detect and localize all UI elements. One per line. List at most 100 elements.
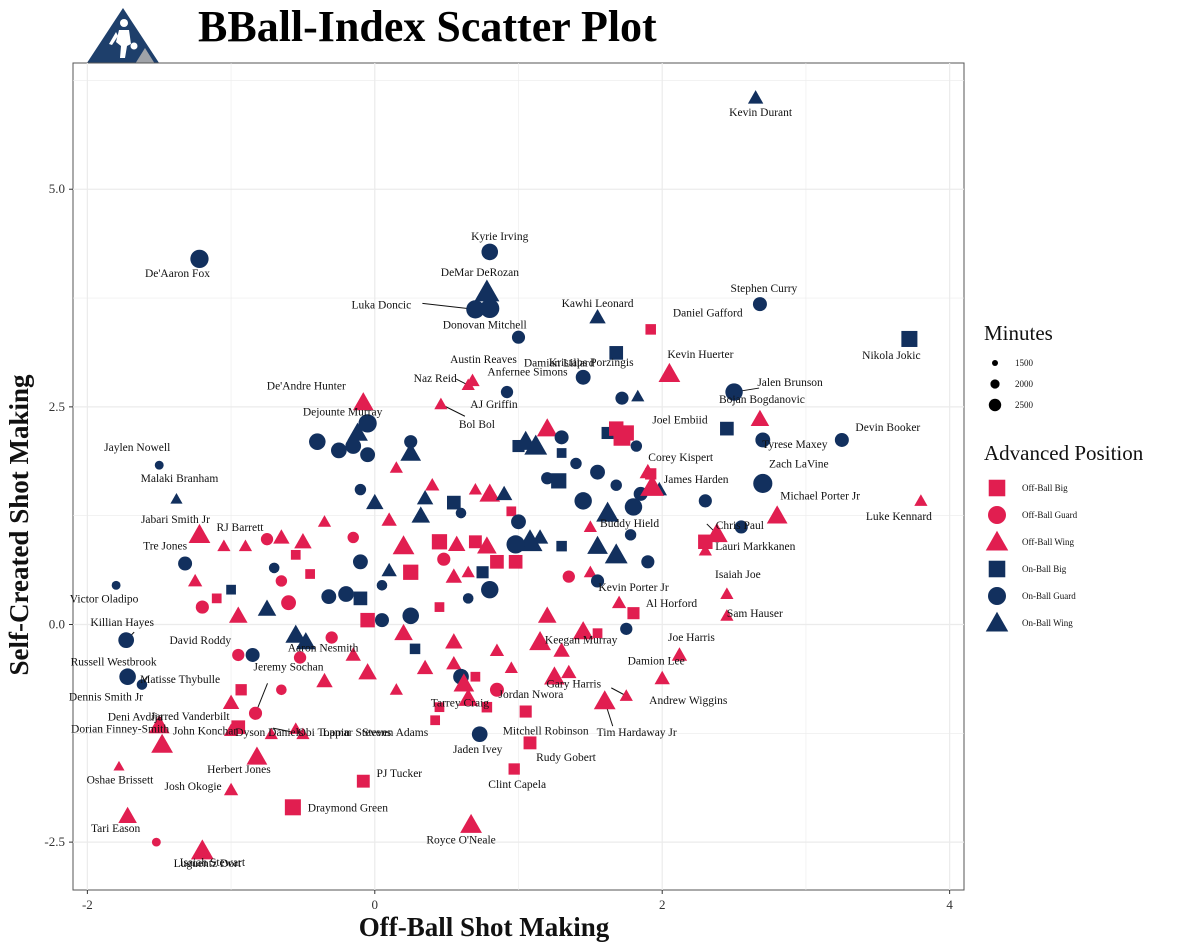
- data-point: [402, 607, 420, 625]
- chart-title: BBall-Index Scatter Plot: [198, 2, 657, 51]
- legend: Minutes Advanced Position 1500 2000 2500 Of…: [984, 321, 1144, 632]
- point-label: Obi Toppin: [298, 727, 351, 739]
- data-point: [671, 647, 688, 661]
- data-point: [118, 632, 135, 649]
- data-point: [720, 609, 734, 621]
- axis-ticks: -2 0 2 4 -2.5 0.0 2.5 5.0: [44, 181, 953, 912]
- data-point: [556, 540, 567, 552]
- data-point: [720, 421, 734, 436]
- data-point: [554, 430, 569, 445]
- data-point: [248, 706, 263, 720]
- point-label: Lamar Stevens: [323, 727, 392, 739]
- y-tick-label: 2.5: [49, 399, 65, 414]
- point-label: John Konchar: [173, 726, 237, 738]
- point-label: Tarrey Craig: [431, 698, 490, 710]
- data-point: [434, 602, 445, 612]
- data-point: [148, 715, 170, 734]
- data-point: [640, 474, 665, 496]
- point-label: Zach LaVine: [769, 458, 829, 470]
- data-point: [551, 473, 567, 489]
- data-point: [232, 648, 245, 662]
- data-point: [170, 493, 183, 504]
- data-point: [519, 705, 532, 718]
- data-point: [481, 243, 499, 261]
- point-label: Luke Kennard: [866, 511, 932, 523]
- point-label: Steven Adams: [362, 727, 429, 739]
- data-point: [631, 389, 645, 402]
- point-label: Daniel Gafford: [673, 307, 743, 319]
- data-point: [325, 631, 338, 644]
- data-point: [376, 580, 388, 591]
- data-point: [223, 782, 239, 796]
- legend-position-marker: [985, 530, 1009, 551]
- data-point: [437, 552, 451, 566]
- data-point: [523, 736, 537, 750]
- data-point: [462, 593, 474, 604]
- data-point: [217, 539, 231, 552]
- data-point: [624, 529, 637, 541]
- data-point: [481, 701, 493, 713]
- data-point: [480, 298, 500, 319]
- data-point: [416, 490, 434, 505]
- legend-position-label: On-Ball Guard: [1022, 591, 1076, 601]
- data-point: [465, 373, 480, 387]
- point-label: Josh Okogie: [164, 781, 221, 793]
- point-label: Jarred Vanderbilt: [151, 711, 230, 723]
- legend-size-marker: [992, 360, 998, 366]
- data-point: [345, 438, 362, 454]
- data-point: [151, 733, 173, 753]
- point-label: Donovan Mitchell: [443, 319, 527, 331]
- legend-size-label: 1500: [1015, 358, 1034, 368]
- data-point: [235, 684, 247, 696]
- point-label: Luguentz Dort: [174, 858, 242, 870]
- data-point: [470, 671, 481, 682]
- point-label: PJ Tucker: [376, 768, 422, 780]
- data-point: [613, 428, 631, 446]
- data-point: [561, 664, 577, 679]
- data-point: [593, 690, 616, 710]
- data-point: [268, 562, 280, 574]
- point-label: Nikola Jokic: [862, 350, 920, 362]
- data-point: [604, 543, 628, 564]
- data-point: [641, 555, 655, 569]
- point-label: DeMar DeRozan: [441, 267, 519, 279]
- legend-position-marker: [988, 506, 1006, 524]
- data-point: [541, 472, 554, 485]
- data-point: [609, 346, 624, 360]
- point-label: Bol Bol: [459, 419, 495, 431]
- point-label: Austin Reaves: [450, 354, 517, 366]
- data-point: [345, 647, 361, 661]
- point-label: Devin Booker: [855, 422, 920, 434]
- data-point: [658, 362, 681, 382]
- point-label: Dorian Finney-Smith: [71, 724, 169, 736]
- data-point: [281, 595, 296, 611]
- data-point: [358, 663, 377, 680]
- point-label: Dennis Smith Jr: [69, 692, 143, 704]
- data-point: [747, 90, 764, 104]
- data-point: [178, 556, 193, 571]
- data-point: [321, 589, 337, 605]
- point-label: Kristaps Porzingis: [549, 357, 634, 369]
- grid-lines: [73, 63, 964, 890]
- data-point: [352, 392, 374, 411]
- data-point: [620, 622, 633, 635]
- data-point: [434, 397, 448, 410]
- point-label: Herbert Jones: [207, 764, 271, 776]
- data-point: [431, 534, 448, 550]
- data-point: [725, 383, 743, 401]
- data-point: [260, 533, 274, 546]
- point-label: Lauri Markkanen: [715, 541, 795, 553]
- data-point: [752, 297, 767, 312]
- data-point: [630, 440, 643, 452]
- data-point: [645, 468, 657, 480]
- point-label: Isaiah Stewart: [180, 857, 246, 869]
- data-point: [615, 391, 629, 405]
- point-label: Bojan Bogdanovic: [719, 394, 805, 406]
- data-point: [511, 330, 526, 344]
- data-point: [309, 433, 326, 450]
- data-point: [195, 600, 209, 614]
- legend-position-marker: [988, 479, 1006, 497]
- legend-position-marker: [988, 560, 1006, 578]
- x-tick-label: 2: [659, 897, 666, 912]
